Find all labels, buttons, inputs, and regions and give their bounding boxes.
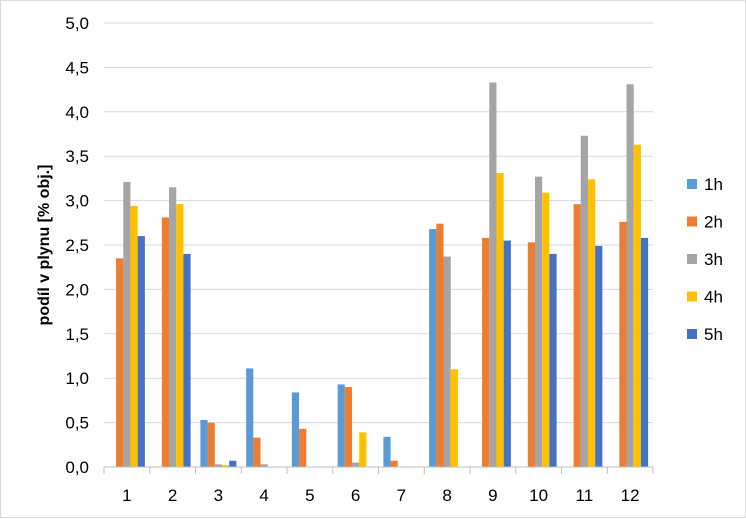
axes [103,466,654,474]
bar-2h-9 [482,237,490,467]
gridlines [104,22,653,468]
x-tick-label: 1 [122,486,131,505]
bars [116,82,649,468]
bar-2h-8 [436,223,444,467]
legend-swatch-2h [687,216,697,227]
bar-4h-2 [176,204,184,468]
bar-2h-4 [253,437,261,467]
legend: 1h 2h 3h 4h 5h [687,175,723,344]
legend-swatch-1h [687,179,697,189]
bar-2h-12 [619,221,627,467]
bar-4h-10 [542,192,550,467]
x-tick-label: 10 [529,486,548,505]
bar-1h-5 [291,392,300,467]
bar-2h-7 [390,460,398,467]
y-tick-label: 1,5 [65,325,89,344]
bar-1h-3 [200,419,208,467]
bar-2h-11 [573,204,581,468]
y-tick-label: 4,5 [65,58,89,77]
bar-4h-3 [221,465,230,467]
bar-3h-9 [489,82,497,467]
x-tick-label: 6 [351,486,360,505]
bar-1h-8 [429,229,437,467]
bar-2h-6 [344,387,353,467]
bar-1h-6 [337,384,345,467]
bar-1h-7 [383,436,391,467]
bar-2h-2 [161,217,170,467]
bar-2h-3 [207,422,215,467]
y-tick-label: 2,0 [65,280,89,299]
bar-4h-6 [359,432,367,467]
legend-label-4h: 4h [704,288,723,307]
bar-3h-12 [626,84,634,467]
bar-4h-12 [633,144,641,467]
y-axis-title: podíl v plynu [% obj.] [36,165,53,326]
bar-4h-8 [450,369,458,467]
bar-3h-2 [169,187,177,467]
bar-4h-11 [587,179,596,467]
legend-label-3h: 3h [704,250,723,269]
legend-swatch-3h [687,254,697,264]
bar-3h-3 [214,464,222,467]
y-tick-label: 3,5 [65,147,89,166]
x-tick-label: 3 [214,486,223,505]
y-tick-label: 2,5 [65,236,89,255]
x-tick-label: 9 [488,486,497,505]
bar-2h-10 [527,242,536,467]
x-tick-label: 7 [397,486,406,505]
x-tick-label: 8 [442,486,451,505]
bar-5h-1 [137,236,145,467]
bar-5h-2 [183,253,191,467]
legend-swatch-4h [687,291,697,302]
legend-swatch-5h [687,329,697,339]
y-tick-label: 3,0 [65,192,89,211]
y-tick-label: 4,0 [65,103,89,122]
bar-5h-9 [503,240,511,467]
x-tick-label: 2 [168,486,177,505]
bar-5h-10 [549,253,557,467]
legend-label-1h: 1h [704,175,723,194]
x-tick-label: 4 [259,486,268,505]
bar-3h-8 [443,256,451,467]
legend-label-2h: 2h [704,213,723,232]
x-tick-labels: 1 2 3 4 5 6 7 8 9 10 11 12 [122,486,639,505]
bar-3h-11 [580,135,588,467]
legend-label-5h: 5h [704,325,723,344]
y-tick-label: 0,0 [65,458,89,477]
y-tick-label: 1,0 [65,369,89,388]
bar-3h-4 [260,464,268,467]
bar-3h-6 [352,462,360,467]
bar-5h-12 [640,237,649,467]
y-tick-label: 0,5 [65,414,89,433]
x-tick-label: 12 [621,486,640,505]
x-tick-label: 11 [576,486,594,505]
bar-2h-1 [116,258,124,467]
bar-2h-5 [299,428,307,467]
bar-4h-1 [130,205,138,468]
bar-3h-10 [535,176,543,467]
bar-5h-3 [229,460,237,467]
bar-4h-9 [496,173,504,467]
y-tick-label: 5,0 [65,14,89,33]
bar-1h-4 [246,368,254,467]
y-tick-labels: 0,0 0,5 1,0 1,5 2,0 2,5 3,0 3,5 4,0 4,5 5,0 [65,14,89,477]
x-tick-label: 5 [305,486,314,505]
bar-3h-1 [123,181,131,467]
bar-5h-11 [595,245,603,467]
